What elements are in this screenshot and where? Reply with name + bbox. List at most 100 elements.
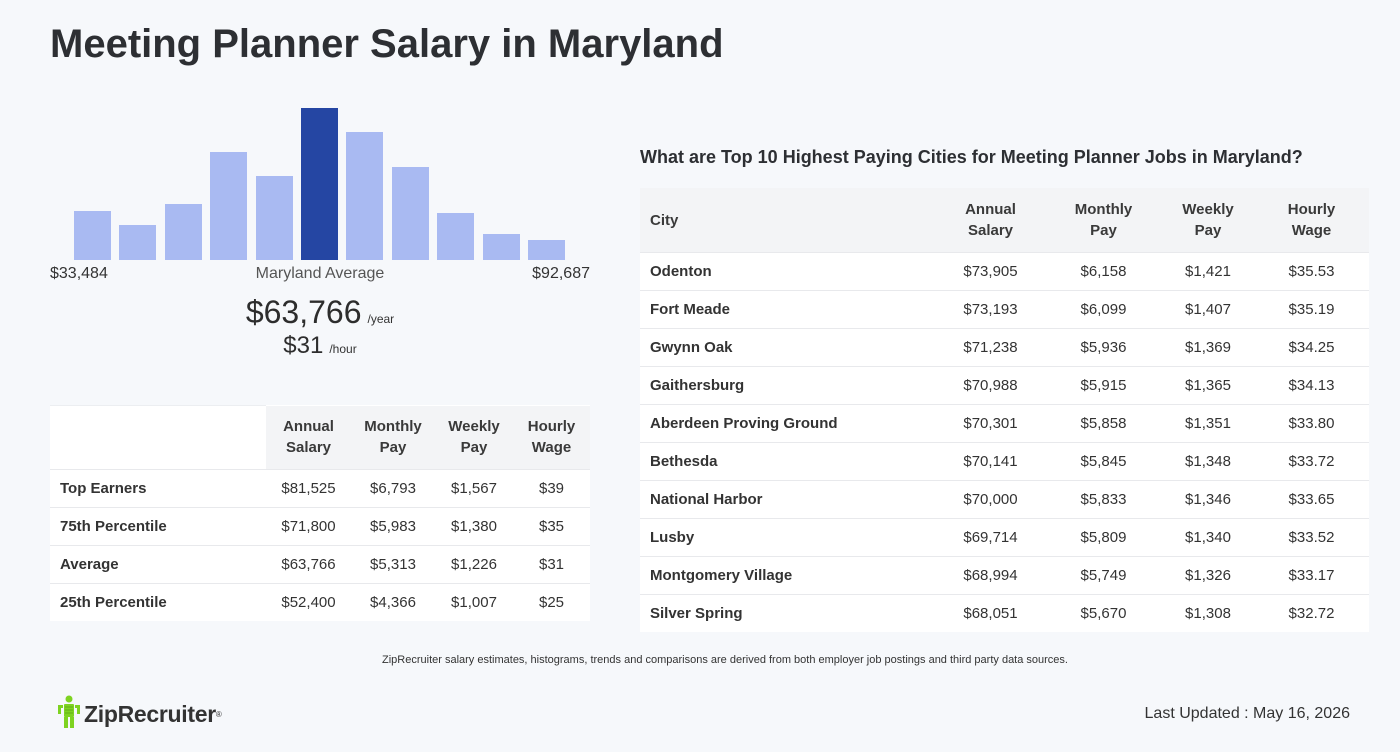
histogram-bar — [346, 132, 384, 260]
table-row: Gaithersburg $70,988 $5,915 $1,365 $34.13 — [640, 366, 1369, 405]
data-source-note: ZipRecruiter salary estimates, histogram… — [382, 654, 1068, 666]
monthly-cell: $6,158 — [1045, 252, 1162, 291]
weekly-cell: $1,007 — [435, 583, 513, 621]
weekly-cell: $1,407 — [1162, 290, 1254, 329]
annual-cell: $70,988 — [936, 366, 1045, 405]
histogram-min-label: $33,484 — [50, 265, 108, 282]
monthly-cell: $5,749 — [1045, 556, 1162, 595]
histogram-bar — [164, 204, 202, 260]
histogram-bar — [119, 225, 157, 260]
weekly-cell: $1,348 — [1162, 442, 1254, 481]
weekly-cell: $1,308 — [1162, 594, 1254, 632]
hourly-cell: $25 — [513, 583, 590, 621]
annual-cell: $70,141 — [936, 442, 1045, 481]
histogram-bar — [74, 211, 111, 260]
col-annual-salary: Annual Salary — [936, 188, 1045, 253]
hourly-cell: $33.65 — [1254, 480, 1369, 519]
hourly-cell: $39 — [513, 469, 590, 508]
table-row: Montgomery Village $68,994 $5,749 $1,326 $33… — [640, 556, 1369, 595]
hourly-cell: $32.72 — [1254, 594, 1369, 632]
row-label: Average — [50, 545, 266, 584]
annual-cell: $68,994 — [936, 556, 1045, 595]
monthly-cell: $5,670 — [1045, 594, 1162, 632]
monthly-cell: $5,833 — [1045, 480, 1162, 519]
hourly-cell: $33.52 — [1254, 518, 1369, 557]
annual-cell: $81,525 — [266, 469, 351, 508]
hourly-cell: $34.13 — [1254, 366, 1369, 405]
city-name-cell: Lusby — [640, 518, 936, 557]
annual-cell: $70,000 — [936, 480, 1045, 519]
hourly-salary-value: $31 — [283, 332, 324, 359]
histogram-bar — [391, 167, 429, 260]
city-name-cell: Gwynn Oak — [640, 328, 936, 367]
annual-cell: $68,051 — [936, 594, 1045, 632]
table-row: National Harbor $70,000 $5,833 $1,346 $33.65 — [640, 480, 1369, 519]
col-hourly-wage: Hourly Wage — [513, 405, 590, 470]
weekly-cell: $1,346 — [1162, 480, 1254, 519]
hourly-cell: $35.53 — [1254, 252, 1369, 291]
monthly-cell: $6,099 — [1045, 290, 1162, 329]
monthly-cell: $4,366 — [351, 583, 435, 621]
annual-cell: $70,301 — [936, 404, 1045, 443]
table-row: Odenton $73,905 $6,158 $1,421 $35.53 — [640, 252, 1369, 291]
annual-salary-summary: $63,766/year — [50, 294, 590, 331]
annual-cell: $69,714 — [936, 518, 1045, 557]
annual-cell: $71,238 — [936, 328, 1045, 367]
hourly-cell: $35.19 — [1254, 290, 1369, 329]
monthly-cell: $5,983 — [351, 507, 435, 546]
city-name-cell: Montgomery Village — [640, 556, 936, 595]
weekly-cell: $1,421 — [1162, 252, 1254, 291]
annual-cell: $52,400 — [266, 583, 351, 621]
table-row: Bethesda $70,141 $5,845 $1,348 $33.72 — [640, 442, 1369, 481]
monthly-cell: $6,793 — [351, 469, 435, 508]
weekly-cell: $1,326 — [1162, 556, 1254, 595]
salary-histogram — [50, 100, 590, 260]
monthly-cell: $5,936 — [1045, 328, 1162, 367]
ziprecruiter-person-icon — [58, 695, 80, 734]
annual-cell: $73,905 — [936, 252, 1045, 291]
hourly-salary-summary: $31/hour — [50, 332, 590, 360]
histogram-max-label: $92,687 — [532, 265, 590, 282]
histogram-bar — [437, 213, 475, 260]
table-row: Gwynn Oak $71,238 $5,936 $1,369 $34.25 — [640, 328, 1369, 367]
table-row: Top Earners $81,525 $6,793 $1,567 $39 — [50, 469, 590, 508]
monthly-cell: $5,858 — [1045, 404, 1162, 443]
hourly-cell: $35 — [513, 507, 590, 546]
monthly-cell: $5,915 — [1045, 366, 1162, 405]
annual-salary-value: $63,766 — [245, 294, 362, 330]
hourly-cell: $31 — [513, 545, 590, 584]
annual-cell: $73,193 — [936, 290, 1045, 329]
monthly-cell: $5,845 — [1045, 442, 1162, 481]
histogram-bar — [482, 234, 520, 260]
percentile-table: Annual Salary Monthly Pay Weekly Pay Hourly… — [50, 405, 590, 621]
ziprecruiter-logo[interactable]: ZipRecruiter ® — [58, 695, 222, 734]
hourly-cell: $34.25 — [1254, 328, 1369, 367]
col-weekly-pay: Weekly Pay — [435, 405, 513, 470]
histogram-bar — [210, 152, 248, 260]
last-updated: Last Updated : May 16, 2026 — [1144, 705, 1350, 722]
cities-table-header: City Annual Salary Monthly Pay Weekly Pay H… — [640, 188, 1369, 253]
hourly-cell: $33.72 — [1254, 442, 1369, 481]
registered-mark: ® — [215, 710, 222, 719]
col-weekly-pay: Weekly Pay — [1162, 188, 1254, 253]
histogram-center-label: Maryland Average — [255, 265, 385, 282]
row-label: Top Earners — [50, 469, 266, 508]
col-monthly-pay: Monthly Pay — [1045, 188, 1162, 253]
city-name-cell: Aberdeen Proving Ground — [640, 404, 936, 443]
histogram-bar — [528, 240, 565, 260]
table-row: Fort Meade $73,193 $6,099 $1,407 $35.19 — [640, 290, 1369, 329]
weekly-cell: $1,567 — [435, 469, 513, 508]
city-name-cell: Gaithersburg — [640, 366, 936, 405]
city-name-cell: Odenton — [640, 252, 936, 291]
col-city: City — [640, 188, 936, 253]
histogram-bar — [255, 176, 293, 260]
city-name-cell: Bethesda — [640, 442, 936, 481]
annual-cell: $71,800 — [266, 507, 351, 546]
weekly-cell: $1,380 — [435, 507, 513, 546]
table-row: Lusby $69,714 $5,809 $1,340 $33.52 — [640, 518, 1369, 557]
city-name-cell: Fort Meade — [640, 290, 936, 329]
table-row: 75th Percentile $71,800 $5,983 $1,380 $3… — [50, 507, 590, 546]
table-row: Aberdeen Proving Ground $70,301 $5,858 $1,3… — [640, 404, 1369, 443]
col-hourly-wage: Hourly Wage — [1254, 188, 1369, 253]
row-label: 25th Percentile — [50, 583, 266, 621]
